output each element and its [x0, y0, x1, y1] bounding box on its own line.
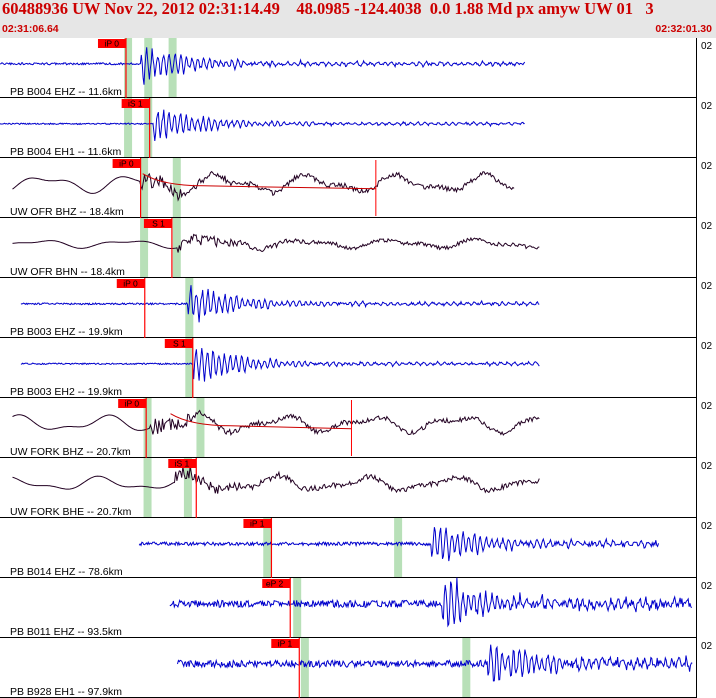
pick-window-band: [196, 398, 205, 458]
amplitude-scale-label: 02: [701, 41, 713, 52]
pick-window-band: [124, 38, 133, 98]
station-label: PB B011 EHZ -- 93.5km: [10, 626, 122, 638]
amplitude-scale-label: 02: [701, 461, 713, 472]
trace-panel[interactable]: iS 1 UW FORK BHE -- 20.7km 02: [0, 458, 713, 518]
waveform: [0, 47, 526, 85]
phase-pick-label: eP 2: [266, 579, 284, 589]
waveform: [12, 466, 540, 494]
waveform: [0, 109, 525, 141]
trace-panel[interactable]: iP 0 PB B003 EHZ -- 19.9km 02: [0, 278, 713, 338]
phase-pick-flag[interactable]: [262, 579, 291, 588]
pick-window-band: [140, 218, 149, 278]
amplitude-scale-label: 02: [701, 161, 713, 172]
phase-pick-flag[interactable]: [121, 99, 150, 108]
phase-pick-flag[interactable]: [97, 39, 126, 48]
amplitude-scale-label: 02: [701, 341, 713, 352]
pick-window-band: [143, 398, 152, 458]
trace-panel[interactable]: iP 0 UW FORK BHZ -- 20.7km 02: [0, 398, 713, 458]
waveform: [138, 527, 659, 562]
pick-window-band: [143, 458, 152, 518]
pick-window-band: [462, 638, 471, 698]
phase-pick-flag[interactable]: [116, 279, 145, 288]
trace-panel[interactable]: iP 0 PB B004 EHZ -- 11.6km 02: [0, 38, 713, 98]
phase-pick-label: iP 0: [119, 159, 134, 169]
coda-envelope: [142, 173, 376, 190]
waveform: [20, 347, 540, 382]
trace-panel[interactable]: iP 1 PB B014 EHZ -- 78.6km 02: [0, 518, 713, 578]
waveform: [12, 233, 540, 253]
pick-window-band: [183, 458, 192, 518]
coda-envelope: [170, 413, 352, 430]
phase-pick-label: S 1: [152, 219, 165, 229]
trace-panel[interactable]: iP 1 PB B928 EH1 -- 97.9km 02: [0, 638, 713, 698]
waveform: [20, 285, 540, 323]
phase-pick-flag[interactable]: [118, 399, 147, 408]
phase-pick-label: S 1: [173, 339, 186, 349]
station-label: UW OFR BHN -- 18.4km: [10, 266, 125, 278]
phase-pick-label: iP 0: [125, 399, 140, 409]
phase-pick-label: iS 1: [128, 99, 143, 109]
phase-pick-flag[interactable]: [164, 339, 193, 348]
phase-pick-label: iP 1: [278, 639, 293, 649]
station-label: PB B003 EHZ -- 19.9km: [10, 326, 123, 338]
amplitude-scale-label: 02: [701, 521, 713, 532]
phase-pick-label: iP 1: [250, 519, 265, 529]
amplitude-scale-label: 02: [701, 641, 713, 652]
trace-panel[interactable]: S 1 UW OFR BHN -- 18.4km 02: [0, 218, 713, 278]
phase-pick-flag[interactable]: [143, 219, 172, 228]
pick-window-band: [168, 38, 177, 98]
event-title: 60488936 UW Nov 22, 2012 02:31:14.49 48.…: [2, 0, 654, 18]
station-label: PB B004 EHZ -- 11.6km: [10, 86, 122, 98]
pick-window-band: [293, 578, 302, 638]
waveform: [177, 644, 693, 682]
phase-pick-flag[interactable]: [243, 519, 272, 528]
phase-pick-label: iP 0: [104, 39, 119, 49]
event-header: 60488936 UW Nov 22, 2012 02:31:14.49 48.…: [0, 0, 716, 38]
phase-pick-flag[interactable]: [168, 459, 197, 468]
waveform: [169, 577, 693, 628]
seismogram-panels[interactable]: iP 0 PB B004 EHZ -- 11.6km 02 iS 1 PB B004 E…: [0, 38, 716, 698]
amplitude-scale-label: 02: [701, 581, 713, 592]
window-end-time: 02:32:01.30: [655, 23, 712, 35]
trace-panel[interactable]: S 1 PB B003 EH2 -- 19.9km 02: [0, 338, 713, 398]
phase-pick-flag[interactable]: [112, 159, 141, 168]
waveform: [12, 409, 540, 436]
station-label: PB B004 EH1 -- 11.6km: [10, 146, 122, 158]
window-start-time: 02:31:06.64: [2, 23, 59, 35]
phase-pick-label: iS 1: [175, 459, 190, 469]
amplitude-scale-label: 02: [701, 401, 713, 412]
station-label: PB B014 EHZ -- 78.6km: [10, 566, 123, 578]
trace-panel[interactable]: iP 0 UW OFR BHZ -- 18.4km 02: [0, 158, 713, 218]
pick-window-band: [185, 338, 194, 398]
pick-window-band: [140, 158, 149, 218]
amplitude-scale-label: 02: [701, 221, 713, 232]
phase-pick-flag[interactable]: [271, 639, 300, 648]
waveform: [12, 170, 515, 202]
trace-panel[interactable]: eP 2 PB B011 EHZ -- 93.5km 02: [0, 577, 713, 638]
pick-window-band: [263, 518, 272, 578]
phase-pick-label: iP 0: [123, 279, 138, 289]
pick-window-band: [172, 158, 181, 218]
pick-window-band: [124, 98, 133, 158]
station-label: UW OFR BHZ -- 18.4km: [10, 206, 124, 218]
station-label: PB B003 EH2 -- 19.9km: [10, 386, 122, 398]
station-label: UW FORK BHE -- 20.7km: [10, 506, 132, 518]
trace-panel[interactable]: iS 1 PB B004 EH1 -- 11.6km 02: [0, 98, 713, 158]
station-label: UW FORK BHZ -- 20.7km: [10, 446, 131, 458]
pick-window-band: [144, 98, 153, 158]
amplitude-scale-label: 02: [701, 101, 713, 112]
pick-window-band: [300, 638, 309, 698]
station-label: PB B928 EH1 -- 97.9km: [10, 686, 122, 698]
amplitude-scale-label: 02: [701, 281, 713, 292]
pick-window-band: [394, 518, 403, 578]
